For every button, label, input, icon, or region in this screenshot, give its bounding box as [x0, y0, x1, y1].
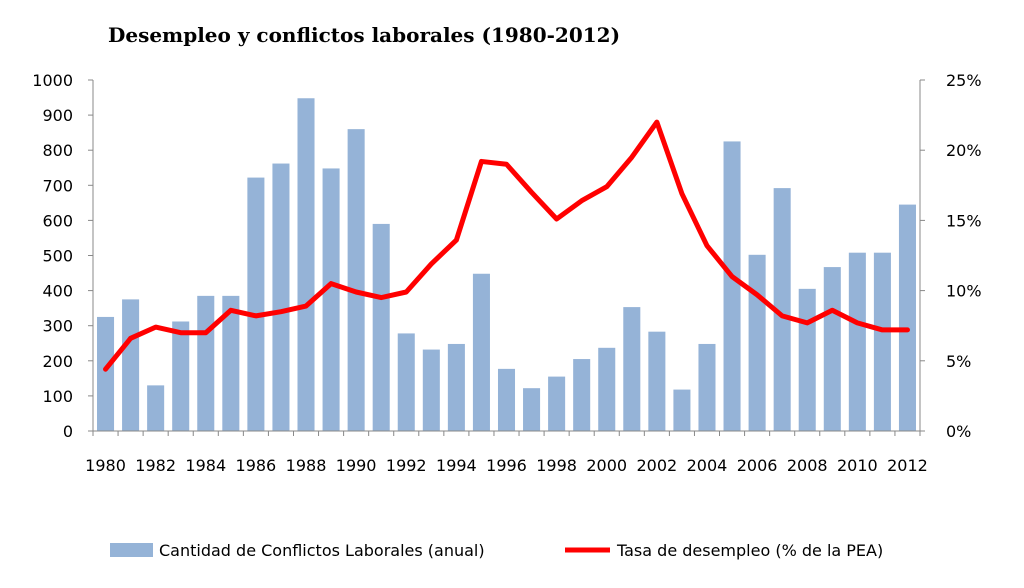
legend: Cantidad de Conflictos Laborales (anual)… — [110, 541, 883, 560]
bar-2009 — [823, 267, 841, 431]
bar-series — [97, 98, 916, 432]
bar-2011 — [873, 252, 891, 431]
bar-1983 — [172, 321, 190, 431]
right-tick-label: 25% — [946, 71, 982, 90]
x-tick-label: 1992 — [386, 456, 427, 475]
x-tick-label: 1994 — [436, 456, 477, 475]
bar-2004 — [698, 343, 716, 431]
bar-1988 — [297, 98, 315, 431]
bar-1980 — [97, 316, 115, 431]
left-tick-label: 600 — [42, 211, 73, 230]
left-tick-label: 400 — [42, 282, 73, 301]
bar-1997 — [523, 388, 541, 431]
bar-1984 — [197, 295, 215, 431]
right-tick-label: 0% — [946, 422, 971, 441]
bar-1998 — [548, 376, 566, 431]
bar-2006 — [748, 254, 766, 431]
bar-2000 — [598, 347, 616, 431]
bar-1989 — [322, 168, 340, 431]
x-tick-label: 2008 — [787, 456, 828, 475]
left-tick-label: 0 — [63, 422, 73, 441]
x-tick-label: 2006 — [737, 456, 778, 475]
x-tick-label: 2010 — [837, 456, 878, 475]
bar-1999 — [573, 359, 591, 431]
bar-1990 — [347, 129, 365, 431]
left-tick-label: 200 — [42, 352, 73, 371]
bar-1981 — [122, 299, 140, 432]
bar-1994 — [447, 343, 465, 431]
bar-1996 — [497, 368, 516, 431]
bar-2012 — [898, 204, 916, 431]
left-tick-label: 800 — [42, 141, 73, 160]
x-tick-label: 2004 — [687, 456, 728, 475]
x-tick-label: 1986 — [236, 456, 277, 475]
bar-1995 — [472, 273, 490, 431]
x-tick-label: 1996 — [486, 456, 527, 475]
right-tick-label: 20% — [946, 141, 982, 160]
bar-1991 — [372, 223, 390, 431]
bar-2007 — [773, 188, 791, 431]
left-tick-label: 300 — [42, 317, 73, 336]
left-tick-label: 100 — [42, 387, 73, 406]
right-tick-label: 10% — [946, 282, 982, 301]
legend-line-label: Tasa de desempleo (% de la PEA) — [616, 541, 883, 560]
bar-2005 — [723, 141, 741, 431]
chart-title: Desempleo y conflictos laborales (1980-2… — [108, 23, 620, 47]
bar-1987 — [272, 163, 290, 432]
x-tick-label: 1982 — [135, 456, 176, 475]
bar-1982 — [147, 385, 165, 431]
x-tick-label: 1988 — [286, 456, 327, 475]
x-tick-label: 2000 — [586, 456, 627, 475]
x-tick-label: 2002 — [637, 456, 678, 475]
line-series — [103, 119, 910, 372]
x-tick-label: 1984 — [185, 456, 226, 475]
axes: 0 100 200 300 400 500 600 700 800 900 1000 0% 5% 10% 1… — [32, 71, 981, 475]
bar-2008 — [798, 288, 816, 431]
bar-2002 — [648, 331, 666, 431]
left-tick-label: 700 — [42, 176, 73, 195]
left-tick-label: 1000 — [32, 71, 73, 90]
bar-1993 — [422, 349, 440, 431]
bar-2001 — [623, 307, 641, 431]
bar-1985 — [222, 295, 240, 431]
legend-bar-swatch — [110, 543, 153, 557]
x-tick-label: 1980 — [85, 456, 126, 475]
bar-1992 — [397, 333, 415, 431]
bar-2003 — [673, 389, 691, 431]
legend-bar-label: Cantidad de Conflictos Laborales (anual) — [159, 541, 485, 560]
x-tick-label: 1990 — [336, 456, 377, 475]
right-tick-label: 15% — [946, 211, 982, 230]
x-tick-label: 1998 — [536, 456, 577, 475]
x-tick-label: 2012 — [887, 456, 928, 475]
left-tick-label: 900 — [42, 106, 73, 125]
left-tick-label: 500 — [42, 247, 73, 266]
bar-1986 — [247, 177, 265, 431]
bar-2010 — [848, 252, 866, 431]
right-tick-label: 5% — [946, 352, 971, 371]
